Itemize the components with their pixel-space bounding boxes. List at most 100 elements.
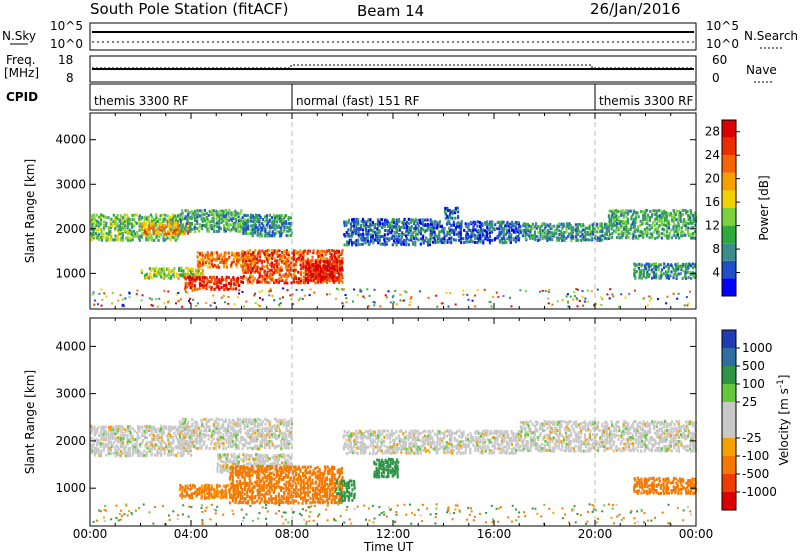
x-tick-label: 00:00 — [73, 527, 108, 541]
y-tick-label: 1000 — [55, 481, 86, 495]
cpid-segment-label: themis 3300 RF — [94, 94, 188, 108]
y-tick-label: 2000 — [55, 434, 86, 448]
colorbar-tick-label: 25 — [742, 395, 757, 409]
colorbar-tick-label: -100 — [742, 449, 769, 463]
power-plot-area — [90, 113, 696, 309]
x-tick-label: 08:00 — [275, 527, 310, 541]
colorbar-tick-label: 100 — [742, 377, 765, 391]
colorbar-swatch — [722, 366, 736, 384]
colorbar-tick-label: 500 — [742, 359, 765, 373]
nsearch-tick-bottom: 10^0 — [706, 37, 739, 51]
colorbar-tick-label: 20 — [705, 172, 720, 186]
cpid-segment-label: themis 3300 RF — [599, 94, 693, 108]
power-ylabel: Slant Range [km] — [23, 159, 37, 263]
colorbar-swatch — [722, 120, 736, 138]
freq-panel-frame — [89, 55, 697, 83]
colorbar-tick-label: -25 — [742, 431, 762, 445]
y-tick-label: 4000 — [55, 133, 86, 147]
echo-region — [633, 262, 697, 280]
echo-region — [178, 417, 294, 451]
time-tick-labels: 00:00 04:00 08:00 12:00 16:00 20:00 00:00 — [73, 527, 714, 541]
cpid-segments: themis 3300 RF normal (fast) 151 RF themis… — [94, 84, 693, 110]
cpid-label: CPID — [6, 90, 38, 104]
colorbar-tick-label: 16 — [705, 195, 720, 209]
power-axes: 1000 2000 3000 4000 — [55, 113, 697, 309]
colorbar-tick-label: -500 — [742, 467, 769, 481]
echo-region — [373, 457, 400, 479]
nsky-panel-frame — [89, 22, 697, 51]
power-colorbar: 4 8 12 16 20 24 28 — [705, 119, 740, 297]
time-axis-label: Time UT — [363, 540, 414, 554]
echo-region — [607, 208, 698, 240]
colorbar-swatch — [722, 474, 736, 492]
echo-region — [343, 217, 433, 247]
colorbar-tick-label: 28 — [705, 125, 720, 139]
colorbar-swatch — [722, 330, 736, 348]
echo-region — [304, 260, 344, 283]
x-tick-label: 00:00 — [679, 527, 714, 541]
y-tick-label: 3000 — [55, 177, 86, 191]
echo-region — [519, 222, 609, 243]
nave-tick-top: 60 — [712, 53, 727, 67]
near-range-noise — [92, 503, 692, 525]
nave-trace — [92, 64, 694, 69]
colorbar-swatch — [722, 402, 736, 420]
echo-region — [178, 208, 243, 234]
nsky-tick-bottom: 10^0 — [50, 37, 83, 51]
power-colorbar-label: Power [dB] — [757, 175, 771, 240]
colorbar-tick-label: 1000 — [742, 341, 773, 355]
nsearch-label: N.Search — [744, 29, 798, 43]
velocity-echo-cells — [90, 417, 698, 525]
nsearch-tick-top: 10^5 — [706, 19, 739, 33]
velocity-colorbar-label: Velocity [m s-1] — [776, 375, 791, 466]
colorbar-swatch — [722, 278, 736, 296]
nsky-label: N.Sky — [2, 29, 36, 43]
y-tick-label: 4000 — [55, 339, 86, 353]
velocity-colorbar: 1000 500 100 25 -25 -100 -500 -1000 — [721, 329, 777, 511]
colorbar-swatch — [722, 384, 736, 402]
y-tick-label: 2000 — [55, 222, 86, 236]
colorbar-swatch — [722, 172, 736, 191]
nsky-tick-top: 10^5 — [50, 19, 83, 33]
freq-unit: [MHz] — [4, 66, 39, 80]
echo-region — [633, 476, 698, 496]
echo-region — [90, 424, 193, 458]
x-tick-label: 12:00 — [376, 527, 411, 541]
colorbar-tick-label: 4 — [712, 266, 720, 280]
power-echo-cells — [90, 206, 698, 308]
colorbar-tick-label: 12 — [705, 219, 720, 233]
colorbar-swatch — [722, 456, 736, 474]
near-range-noise — [91, 287, 692, 308]
colorbar-tick-label: 8 — [712, 242, 720, 256]
echo-region — [443, 206, 460, 220]
x-tick-label: 16:00 — [477, 527, 512, 541]
y-tick-label: 1000 — [55, 266, 86, 280]
colorbar-tick-label: 24 — [705, 148, 720, 162]
colorbar-swatch — [722, 190, 736, 208]
echo-region — [342, 429, 520, 456]
colorbar-swatch — [722, 243, 736, 261]
velocity-colorbar-label-text: Velocity [m s-1] — [776, 375, 791, 466]
echo-region — [241, 213, 294, 238]
echo-region — [335, 479, 356, 503]
freq-label: Freq. — [6, 53, 36, 67]
cpid-segment-label: normal (fast) 151 RF — [296, 94, 420, 108]
velocity-axes: 1000 2000 3000 4000 — [55, 318, 697, 526]
colorbar-swatch — [722, 260, 736, 279]
velocity-ylabel: Slant Range [km] — [23, 370, 37, 474]
y-tick-label: 3000 — [55, 387, 86, 401]
nave-label: Nave — [746, 63, 777, 77]
echo-region — [183, 275, 243, 292]
colorbar-swatch — [722, 438, 736, 456]
date-label: 26/Jan/2016 — [590, 0, 681, 18]
freq-tick-bottom: 8 — [66, 71, 74, 85]
colorbar-tick-label: -1000 — [742, 485, 777, 499]
freq-tick-top: 18 — [58, 53, 73, 67]
station-title: South Pole Station (fitACF) — [90, 0, 288, 18]
colorbar-swatch — [722, 348, 736, 366]
beam-label: Beam 14 — [357, 2, 424, 20]
colorbar-swatch — [722, 208, 736, 226]
colorbar-swatch — [722, 420, 736, 438]
nave-tick-bottom: 0 — [712, 71, 720, 85]
